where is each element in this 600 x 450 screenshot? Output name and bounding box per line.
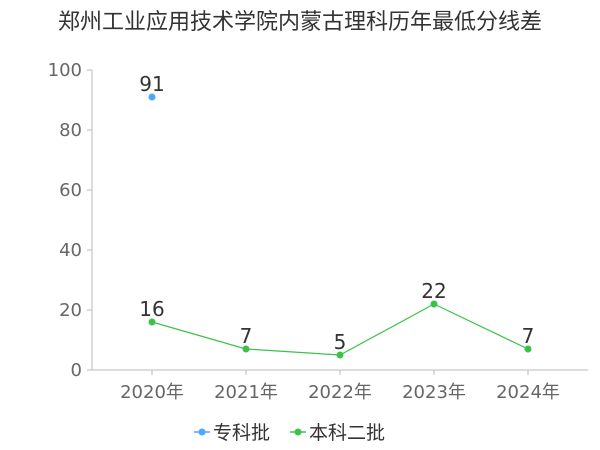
data-point — [430, 300, 438, 308]
data-label: 16 — [139, 297, 164, 321]
tick-labels: 0 20 40 60 80 100 2020年 2021年 2022年 2023年 2024年 — [48, 60, 560, 403]
legend: 专科批 本科二批 — [194, 422, 385, 444]
y-tick-label: 40 — [59, 240, 82, 261]
data-point — [242, 345, 250, 353]
data-labels: 91 16 7 5 22 7 — [139, 72, 534, 354]
legend-label: 本科二批 — [309, 422, 385, 444]
legend-swatch-marker — [198, 428, 206, 436]
data-point — [524, 345, 532, 353]
x-tick-label: 2020年 — [120, 382, 184, 403]
axes — [87, 69, 588, 375]
y-tick-label: 20 — [59, 300, 82, 321]
data-label: 22 — [421, 279, 446, 303]
y-tick-label: 0 — [71, 360, 82, 381]
data-point — [148, 318, 156, 326]
chart-title: 郑州工业应用技术学院内蒙古理科历年最低分线差 — [57, 10, 542, 35]
legend-label: 专科批 — [213, 422, 270, 444]
legend-swatch-marker — [294, 428, 302, 436]
data-point — [336, 351, 344, 359]
x-tick-label: 2024年 — [496, 382, 560, 403]
x-tick-label: 2023年 — [402, 382, 466, 403]
data-points — [148, 93, 532, 359]
y-tick-label: 80 — [59, 120, 82, 141]
data-label: 5 — [334, 330, 347, 354]
x-tick-label: 2022年 — [308, 382, 372, 403]
data-point — [148, 93, 156, 101]
y-tick-label: 60 — [59, 180, 82, 201]
y-tick-label: 100 — [48, 60, 82, 81]
data-label: 7 — [240, 324, 253, 348]
x-tick-label: 2021年 — [214, 382, 278, 403]
data-label: 7 — [522, 324, 535, 348]
data-label: 91 — [139, 72, 164, 96]
